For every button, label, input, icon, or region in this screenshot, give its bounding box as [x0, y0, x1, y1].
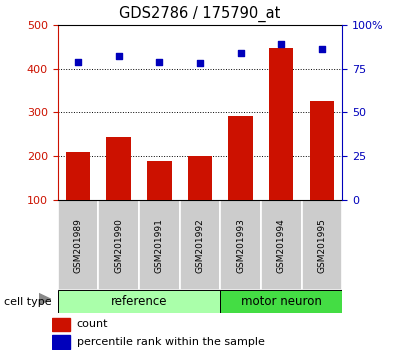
Point: [278, 41, 285, 47]
Bar: [107, 137, 131, 244]
Bar: [269, 48, 293, 244]
Text: cell type: cell type: [4, 297, 52, 307]
Text: percentile rank within the sample: percentile rank within the sample: [77, 337, 265, 347]
Bar: [302, 200, 342, 290]
Bar: [261, 200, 302, 290]
Text: GSM201993: GSM201993: [236, 218, 245, 273]
Bar: [179, 200, 220, 290]
Bar: [310, 102, 334, 244]
Bar: [66, 152, 90, 244]
Point: [197, 61, 203, 66]
Bar: [220, 200, 261, 290]
Bar: [228, 116, 253, 244]
Point: [238, 50, 244, 56]
Title: GDS2786 / 175790_at: GDS2786 / 175790_at: [119, 6, 281, 22]
Text: motor neuron: motor neuron: [241, 295, 322, 308]
Text: GSM201994: GSM201994: [277, 218, 286, 273]
Bar: [52, 318, 70, 331]
Point: [156, 59, 162, 64]
Point: [115, 53, 122, 59]
Bar: [58, 200, 98, 290]
Text: GSM201990: GSM201990: [114, 218, 123, 273]
Point: [319, 46, 325, 52]
Bar: [188, 156, 212, 244]
Text: reference: reference: [111, 295, 167, 308]
Text: GSM201989: GSM201989: [74, 218, 82, 273]
Bar: [147, 161, 172, 244]
Text: GSM201995: GSM201995: [318, 218, 326, 273]
Bar: [139, 200, 179, 290]
Bar: [52, 335, 70, 349]
Bar: [58, 290, 220, 313]
Text: GSM201991: GSM201991: [155, 218, 164, 273]
Text: GSM201992: GSM201992: [195, 218, 205, 273]
Text: count: count: [77, 319, 108, 329]
Bar: [220, 290, 342, 313]
Polygon shape: [39, 293, 51, 305]
Bar: [98, 200, 139, 290]
Point: [75, 59, 81, 64]
